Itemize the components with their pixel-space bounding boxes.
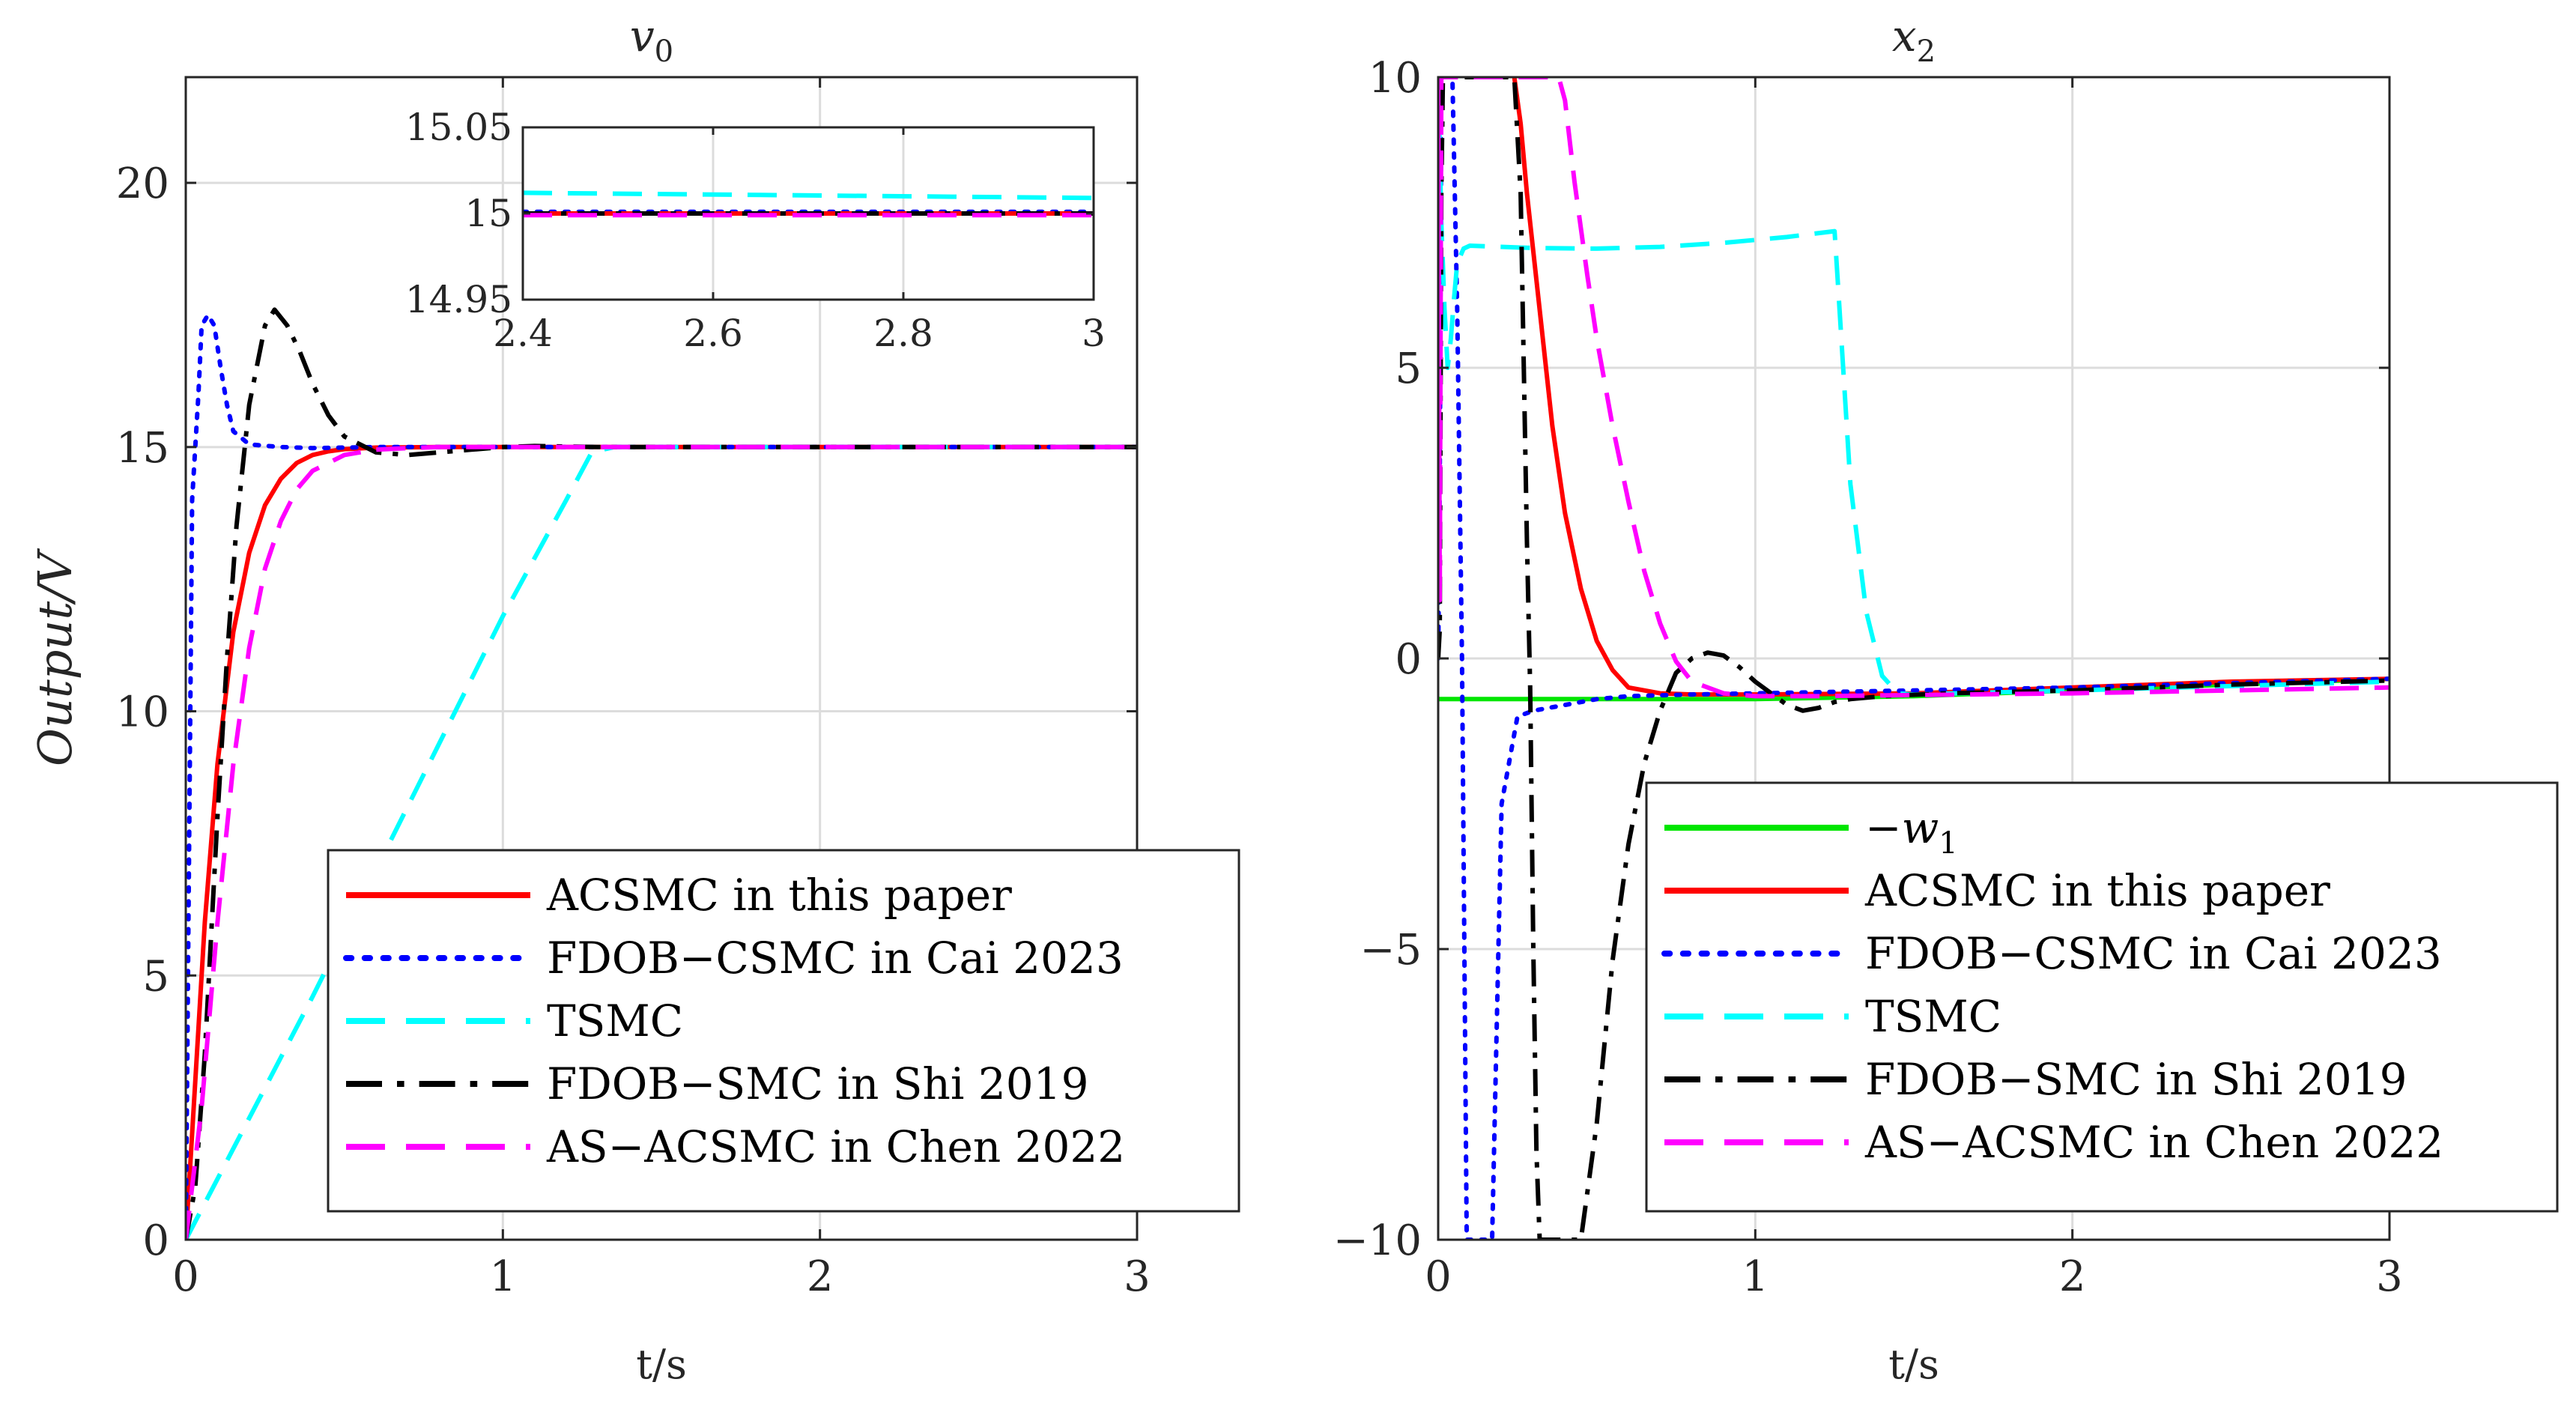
legend-label: −w1 bbox=[1865, 802, 1958, 861]
legend-label: ACSMC in this paper bbox=[546, 870, 1012, 921]
series-line-fdob-csmc-in-cai-2023 bbox=[1438, 77, 2389, 1240]
y-tick-label: 15.05 bbox=[405, 106, 512, 149]
x-tick-label: 0 bbox=[172, 1252, 199, 1301]
y-tick-label: 0 bbox=[142, 1216, 169, 1265]
x-tick-label: 2.6 bbox=[683, 312, 743, 355]
legend-label: TSMC bbox=[547, 996, 683, 1046]
x-tick-label: 0 bbox=[1425, 1252, 1452, 1301]
x-tick-label: 3 bbox=[1082, 312, 1106, 355]
left-ticks: 0 1 2 3 0 5 10 15 20 bbox=[116, 77, 1151, 1301]
right-series bbox=[1438, 77, 2389, 1240]
x-tick-label: 3 bbox=[2376, 1252, 2403, 1301]
x-tick-label: 2.4 bbox=[493, 312, 553, 355]
y-tick-label: 10 bbox=[1369, 54, 1422, 103]
x-tick-label: 2 bbox=[2059, 1252, 2086, 1301]
x-tick-label: 1 bbox=[1742, 1252, 1769, 1301]
left-legend-box bbox=[327, 849, 1240, 1213]
left-y-axis-label: Output/V bbox=[28, 548, 82, 766]
series-line-fdob-smc-in-shi-2019 bbox=[1438, 77, 2389, 1240]
y-tick-label: 15 bbox=[116, 424, 169, 473]
series-line-tsmc bbox=[186, 444, 1137, 1240]
y-tick-label: 5 bbox=[1395, 345, 1422, 393]
legend-label: FDOB−SMC in Shi 2019 bbox=[547, 1058, 1088, 1109]
right-x-axis-label: t/s bbox=[1888, 1341, 1939, 1388]
y-tick-label: 20 bbox=[116, 160, 169, 208]
inset-series bbox=[523, 190, 1094, 218]
legend-label: ACSMC in this paper bbox=[1864, 865, 2330, 916]
series-line-as-acsmc-in-chen-2022 bbox=[1438, 77, 2389, 699]
legend-label: FDOB−SMC in Shi 2019 bbox=[1865, 1054, 2407, 1105]
legend-label: TSMC bbox=[1865, 991, 2001, 1042]
series-line-acsmc-in-this-paper bbox=[1512, 77, 2389, 697]
left-legend: ACSMC in this paper FDOB−CSMC in Cai 2023… bbox=[327, 849, 1240, 1213]
legend-label: AS−ACSMC in Chen 2022 bbox=[546, 1121, 1125, 1172]
left-series bbox=[186, 307, 1137, 1240]
x-tick-label: 3 bbox=[1124, 1252, 1151, 1301]
series-line-tsmc bbox=[523, 190, 1094, 201]
legend-label: AS−ACSMC in Chen 2022 bbox=[1864, 1117, 2443, 1168]
left-x-axis-label: t/s bbox=[636, 1341, 687, 1388]
series-line-as-acsmc-in-chen-2022 bbox=[186, 444, 1137, 1240]
right-ticks: 0 1 2 3 −10 −5 0 5 10 bbox=[1333, 54, 2403, 1301]
y-tick-label: 14.95 bbox=[405, 278, 512, 321]
x-tick-label: 2 bbox=[807, 1252, 834, 1301]
left-panel: 0 1 2 3 0 5 10 15 20 v0 t/s Output/V 2.4 2.6 2.8 3 1… bbox=[28, 10, 1240, 1388]
y-tick-label: −5 bbox=[1360, 926, 1422, 975]
left-title: v0 bbox=[630, 10, 673, 69]
x-tick-label: 2.8 bbox=[873, 312, 933, 355]
y-tick-label: 5 bbox=[142, 952, 169, 1001]
legend-label: FDOB−CSMC in Cai 2023 bbox=[547, 933, 1124, 984]
left-axes-box bbox=[184, 76, 1139, 1241]
x-tick-label: 1 bbox=[490, 1252, 517, 1301]
series-line-tsmc bbox=[1438, 77, 2389, 697]
y-tick-label: 0 bbox=[1395, 635, 1422, 684]
y-tick-label: 10 bbox=[116, 688, 169, 737]
left-legend-entries: ACSMC in this paper FDOB−CSMC in Cai 2023… bbox=[343, 870, 1125, 1172]
y-tick-label: −10 bbox=[1333, 1216, 1422, 1265]
legend-label: FDOB−CSMC in Cai 2023 bbox=[1865, 928, 2442, 979]
inset-axes: 2.4 2.6 2.8 3 14.95 15 15.05 bbox=[405, 106, 1106, 355]
y-tick-label: 15 bbox=[464, 192, 512, 235]
right-title: x2 bbox=[1892, 10, 1936, 69]
inset-ticks: 2.4 2.6 2.8 3 14.95 15 15.05 bbox=[405, 106, 1106, 355]
